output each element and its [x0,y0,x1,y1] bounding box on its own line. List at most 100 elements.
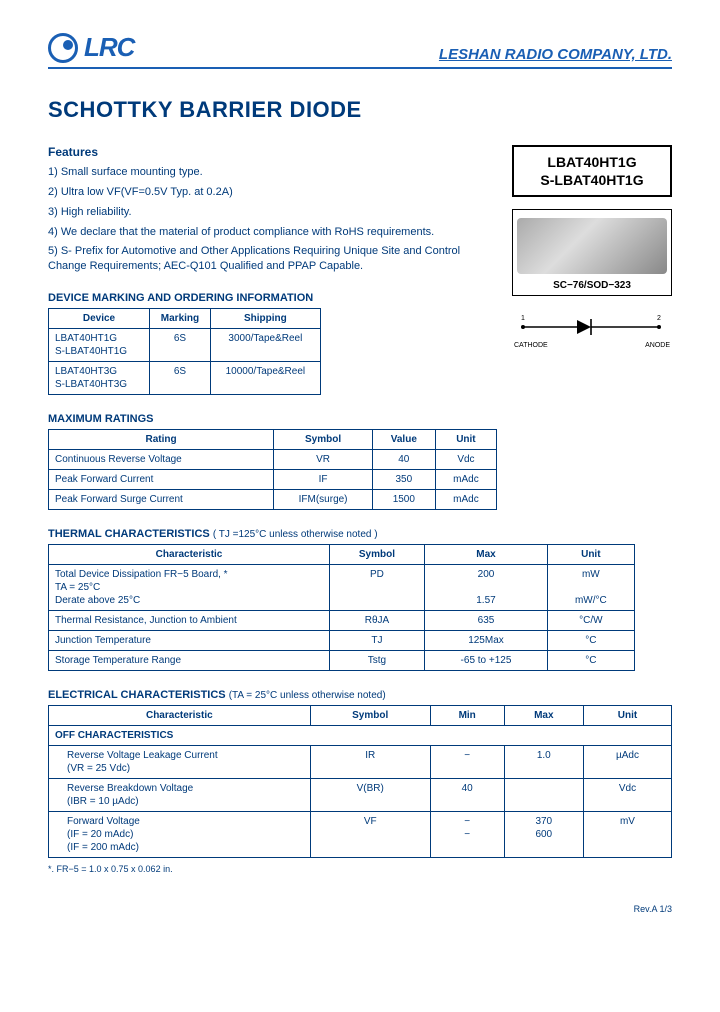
table-header: Marking [149,309,210,329]
cell: Reverse Voltage Leakage Current (VR = 25… [49,746,311,779]
cell: IFM(surge) [274,490,373,510]
page-footer: Rev.A 1/3 [48,904,672,914]
cell: Peak Forward Surge Current [49,490,274,510]
cell: 635 [424,611,547,631]
anode-label: ANODE [645,342,670,349]
cell: °C/W [548,611,634,631]
electrical-note: (TA = 25°C unless otherwise noted) [229,690,386,701]
table-row: Continuous Reverse VoltageVR40Vdc [49,450,497,470]
max-ratings-table: Rating Symbol Value Unit Continuous Reve… [48,429,497,510]
cell: RθJA [330,611,425,631]
cell: Peak Forward Current [49,470,274,490]
cell: 6S [149,329,210,362]
table-header: Unit [435,430,497,450]
cell: Storage Temperature Range [49,651,330,671]
thermal-table: Characteristic Symbol Max Unit Total Dev… [48,544,635,671]
cell: 350 [373,470,436,490]
part-number-box: LBAT40HT1G S-LBAT40HT1G [512,145,672,197]
cell: Continuous Reverse Voltage [49,450,274,470]
cell: 125Max [424,631,547,651]
table-row: Forward Voltage (IF = 20 mAdc) (IF = 200… [49,812,672,858]
table-header: Characteristic [49,545,330,565]
cell: 1.0 [504,746,583,779]
header-rule [48,67,672,69]
cell: IF [274,470,373,490]
cell: Thermal Resistance, Junction to Ambient [49,611,330,631]
cell: Vdc [583,779,671,812]
table-header: Shipping [210,309,320,329]
table-row: LBAT40HT1G S-LBAT40HT1G 6S 3000/Tape&Ree… [49,329,321,362]
feature-item: 5) S- Prefix for Automotive and Other Ap… [48,244,488,274]
feature-item: 4) We declare that the material of produ… [48,225,488,240]
table-row: LBAT40HT3G S-LBAT40HT3G 6S 10000/Tape&Re… [49,362,321,395]
table-header: Symbol [274,430,373,450]
table-header: Min [430,706,504,726]
off-characteristics-row: OFF CHARACTERISTICS [49,726,672,746]
logo-text: LRC [84,32,134,63]
svg-text:2: 2 [657,315,661,322]
cell: V(BR) [310,779,430,812]
cell: 1500 [373,490,436,510]
cell: °C [548,651,634,671]
cell: VF [310,812,430,858]
page-header: LRC LESHAN RADIO COMPANY, LTD. [48,32,672,63]
features-list: 1) Small surface mounting type. 2) Ultra… [48,165,488,274]
cell: mW mW/°C [548,565,634,611]
table-header: Characteristic [49,706,311,726]
table-header: Device [49,309,150,329]
table-header: Value [373,430,436,450]
cell: °C [548,631,634,651]
features-heading: Features [48,145,488,159]
table-header: Unit [583,706,671,726]
cell: 40 [373,450,436,470]
cell: LBAT40HT3G S-LBAT40HT3G [49,362,150,395]
table-row: Junction TemperatureTJ125Max°C [49,631,635,651]
table-header: Unit [548,545,634,565]
thermal-note: ( TJ =125°C unless otherwise noted ) [213,529,378,540]
footnote: *. FR−5 = 1.0 x 0.75 x 0.062 in. [48,864,672,874]
table-header: Rating [49,430,274,450]
table-row: Total Device Dissipation FR−5 Board, * T… [49,565,635,611]
logo-icon [48,33,78,63]
diode-icon: 1 2 [517,314,667,340]
feature-item: 2) Ultra low VF(VF=0.5V Typ. at 0.2A) [48,185,488,200]
cell: Total Device Dissipation FR−5 Board, * T… [49,565,330,611]
off-label: OFF CHARACTERISTICS [49,726,672,746]
table-header: Symbol [330,545,425,565]
thermal-title: THERMAL CHARACTERISTICS ( TJ =125°C unle… [48,528,672,540]
device-marking-title: DEVICE MARKING AND ORDERING INFORMATION [48,292,488,304]
thermal-title-text: THERMAL CHARACTERISTICS [48,528,210,540]
device-marking-table: Device Marking Shipping LBAT40HT1G S-LBA… [48,308,321,395]
cell: 370 600 [504,812,583,858]
part-line: LBAT40HT1G [522,153,662,171]
table-row: Reverse Breakdown Voltage (IBR = 10 µAdc… [49,779,672,812]
part-line: S-LBAT40HT1G [522,171,662,189]
package-label: SC−76/SOD−323 [517,280,667,291]
table-row: Storage Temperature RangeTstg-65 to +125… [49,651,635,671]
cell: Vdc [435,450,497,470]
cell: -65 to +125 [424,651,547,671]
package-box: SC−76/SOD−323 [512,209,672,296]
cell: 6S [149,362,210,395]
cell: Tstg [330,651,425,671]
cell: mAdc [435,490,497,510]
table-header: Max [424,545,547,565]
cell: µAdc [583,746,671,779]
table-row: Peak Forward Surge CurrentIFM(surge)1500… [49,490,497,510]
cell: 10000/Tape&Reel [210,362,320,395]
electrical-table: Characteristic Symbol Min Max Unit OFF C… [48,705,672,858]
cell: 200 1.57 [424,565,547,611]
cell: IR [310,746,430,779]
table-header: Symbol [310,706,430,726]
cell: − − [430,812,504,858]
table-row: Peak Forward CurrentIF350mAdc [49,470,497,490]
cell: Junction Temperature [49,631,330,651]
cell: LBAT40HT1G S-LBAT40HT1G [49,329,150,362]
logo: LRC [48,32,134,63]
table-row: Reverse Voltage Leakage Current (VR = 25… [49,746,672,779]
electrical-title-text: ELECTRICAL CHARACTERISTICS [48,689,226,701]
svg-text:1: 1 [521,315,525,322]
electrical-title: ELECTRICAL CHARACTERISTICS (TA = 25°C un… [48,689,672,701]
cell: mAdc [435,470,497,490]
feature-item: 3) High reliability. [48,205,488,220]
